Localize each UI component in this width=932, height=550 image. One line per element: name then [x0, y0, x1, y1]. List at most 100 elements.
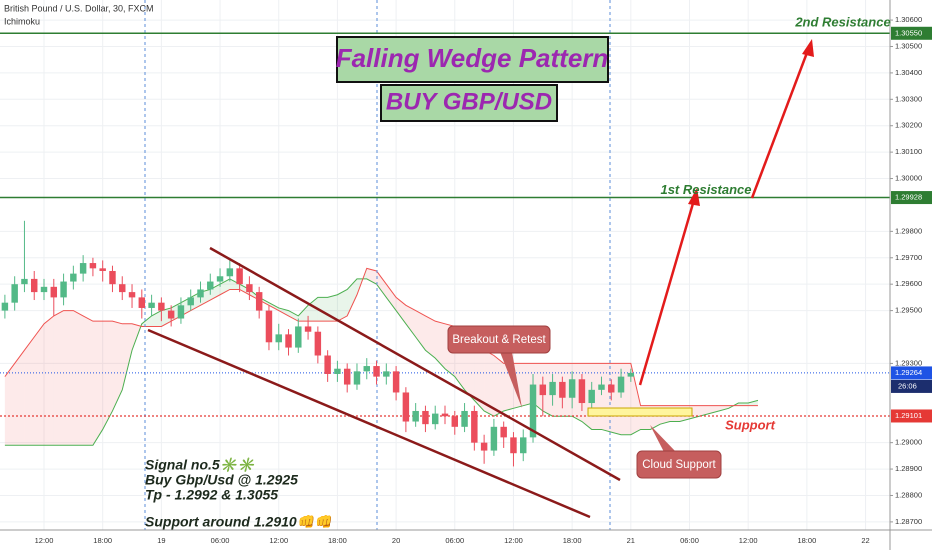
candle-body	[119, 284, 126, 293]
cloud-fill	[425, 315, 436, 359]
cloud-fill	[718, 405, 729, 411]
candle-body	[510, 437, 517, 454]
x-tick-label: 06:00	[211, 536, 230, 545]
candle-body	[60, 281, 67, 298]
x-tick-label: 12:00	[269, 536, 288, 545]
signal-text: Buy Gbp/Usd @ 1.2925	[145, 472, 298, 488]
arrow-head	[802, 39, 814, 57]
callout-pointer	[650, 425, 676, 452]
candle-body	[246, 284, 253, 293]
level-text: 2nd Resistance	[794, 15, 890, 30]
candle-body	[608, 384, 615, 393]
x-tick-label: 06:00	[680, 536, 699, 545]
cloud-fill	[317, 297, 328, 322]
cloud-fill	[552, 363, 563, 417]
cloud-fill	[484, 350, 494, 417]
x-tick-label: 21	[627, 536, 635, 545]
x-tick-label: 12:00	[739, 536, 758, 545]
cloud-fill	[44, 315, 54, 446]
cloud-fill	[435, 321, 445, 369]
candle-body	[588, 389, 595, 404]
candle-body	[236, 268, 243, 285]
cloud-fill	[122, 323, 133, 390]
signal-text: Tp - 1.2992 & 1.3055	[145, 487, 278, 503]
cloud-fill	[474, 344, 485, 411]
candle-body	[529, 384, 537, 438]
candle-body	[50, 286, 58, 298]
y-tick-label: 1.28900	[895, 464, 922, 473]
candle-body	[226, 268, 234, 277]
candle-body	[383, 371, 390, 377]
countdown-box	[891, 379, 932, 393]
y-tick-label: 1.30300	[895, 94, 922, 103]
x-tick-label: 18:00	[563, 536, 582, 545]
cloud-fill	[347, 278, 357, 316]
title-box	[336, 36, 609, 83]
callout-box	[447, 325, 551, 354]
y-tick-label: 1.28700	[895, 517, 922, 526]
cloud-fill	[611, 363, 622, 435]
cloud-fill	[748, 400, 758, 406]
candle-body	[40, 286, 48, 293]
y-tick-label: 1.28800	[895, 490, 922, 499]
cloud-fill	[542, 363, 553, 417]
level-label: 1.29101	[895, 411, 922, 420]
candle-body	[21, 278, 28, 285]
cloud-fill	[53, 310, 64, 446]
cloud-fill	[572, 363, 582, 422]
candle-body	[177, 305, 185, 319]
candle-body	[109, 270, 116, 285]
candle-body	[265, 310, 273, 343]
cloud-fill	[308, 297, 318, 322]
candle-body	[158, 302, 165, 311]
x-tick-label: 19	[157, 536, 165, 545]
candle-body	[1, 302, 9, 311]
cloud-fill	[630, 363, 641, 435]
candle-body	[343, 368, 351, 385]
title: Falling Wedge Pattern	[336, 43, 609, 73]
cloud-fill	[63, 310, 74, 446]
candle-body	[422, 410, 429, 425]
candle-body	[441, 413, 449, 417]
x-tick-label: 18:00	[93, 536, 112, 545]
candle-body	[295, 326, 302, 348]
cloud-fill	[102, 321, 113, 430]
cloud-fill	[738, 403, 749, 406]
cloud-fill	[699, 405, 710, 417]
candle-body	[314, 331, 322, 356]
candle-body	[373, 366, 380, 377]
candle-body	[275, 334, 282, 343]
callout-box	[636, 450, 722, 479]
cloud-fill	[112, 321, 123, 411]
subtitle: BUY GBP/USD	[386, 88, 552, 115]
level-text: Support	[725, 417, 775, 432]
x-tick-label: 18:00	[328, 536, 347, 545]
arrow	[638, 199, 696, 386]
wedge-upper	[209, 246, 621, 482]
x-tick-label: 12:00	[504, 536, 523, 545]
x-tick-label: 22	[861, 536, 869, 545]
y-tick-label: 1.30500	[895, 41, 922, 50]
level-label-box	[891, 409, 932, 423]
cloud-fill	[493, 355, 504, 417]
y-tick-label: 1.30100	[895, 147, 922, 156]
candle-body	[559, 381, 566, 398]
level-label-box	[891, 26, 932, 40]
candle-body	[598, 384, 605, 390]
candle-body	[197, 289, 204, 298]
signal-text: Support around 1.2910👊👊	[145, 514, 333, 530]
candle-body	[627, 372, 635, 377]
retest-zone	[587, 407, 693, 417]
cloud-fill	[151, 310, 162, 327]
level-label: 1.30550	[895, 28, 922, 37]
levels	[0, 32, 890, 417]
y-tick-label: 1.29800	[895, 226, 922, 235]
cloud-fill	[24, 337, 35, 446]
y-tick-label: 1.29600	[895, 279, 922, 288]
candle-body	[500, 426, 507, 438]
candle-body	[353, 371, 361, 385]
y-tick-label: 1.30000	[895, 174, 922, 183]
candle-body	[304, 326, 312, 332]
candle-body	[99, 268, 106, 271]
